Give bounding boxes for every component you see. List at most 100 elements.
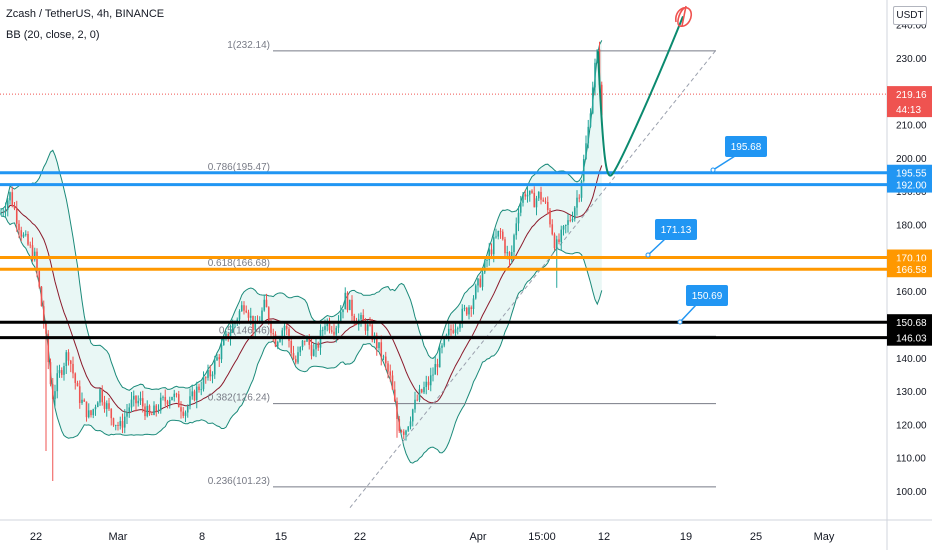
candle-body xyxy=(450,328,452,331)
level-tag-166.58: 166.58 xyxy=(887,261,932,278)
candle-body xyxy=(22,234,25,237)
candle-body xyxy=(499,230,502,232)
candle-body xyxy=(461,308,464,324)
candle xyxy=(74,372,77,390)
candle-body xyxy=(546,202,549,211)
candle xyxy=(11,186,14,208)
hand-drawn-mark xyxy=(675,5,693,27)
currency-button[interactable]: USDT xyxy=(893,6,927,25)
candle-body xyxy=(229,332,232,339)
candle xyxy=(76,380,79,387)
candle-body xyxy=(168,400,171,405)
candle-body xyxy=(528,190,531,195)
candle-body xyxy=(207,369,209,378)
candle-body xyxy=(78,386,81,403)
candle-body xyxy=(42,306,45,324)
candle xyxy=(168,396,171,409)
candle xyxy=(139,391,142,406)
candle-body xyxy=(186,406,189,413)
candle-body xyxy=(276,341,279,347)
candle-body xyxy=(339,312,342,322)
time-tick: 25 xyxy=(750,531,762,543)
level-tag-bg xyxy=(887,314,932,331)
candle-body xyxy=(515,223,518,236)
candle-body xyxy=(398,419,401,431)
callout-pointer xyxy=(712,155,736,171)
candle xyxy=(558,233,560,245)
candle xyxy=(216,354,218,361)
horizontal-levels[interactable] xyxy=(0,93,887,340)
candle xyxy=(119,416,122,430)
candle-body xyxy=(290,340,293,354)
candle-body xyxy=(382,356,385,358)
candle xyxy=(135,395,137,412)
candle-body xyxy=(153,405,155,415)
candle xyxy=(9,191,11,205)
candle-body xyxy=(191,391,194,397)
candle xyxy=(108,397,110,412)
candle-body xyxy=(468,307,470,315)
candle xyxy=(405,429,407,441)
callout-171.13[interactable]: 171.13 xyxy=(645,219,697,258)
candle xyxy=(128,403,131,418)
candle-body xyxy=(459,323,461,329)
candle-body xyxy=(362,315,365,321)
candle-body xyxy=(58,370,61,374)
price-callouts[interactable]: 195.68 171.13 150.69 xyxy=(645,136,767,325)
candle-body xyxy=(585,143,587,160)
candle xyxy=(92,408,95,419)
candle xyxy=(515,217,518,240)
candle-body xyxy=(571,218,574,221)
candle xyxy=(159,392,162,414)
price-axis[interactable]: 100.00110.00120.00130.00140.00150.00160.… xyxy=(887,21,932,498)
candle-body xyxy=(299,347,302,353)
candle xyxy=(384,351,387,371)
candle-body xyxy=(261,310,263,322)
price-tick: 200.00 xyxy=(896,154,927,165)
candle-body xyxy=(2,211,5,213)
candle-body xyxy=(83,399,86,402)
candle xyxy=(513,233,515,260)
candle-body xyxy=(6,200,9,210)
time-tick: 22 xyxy=(30,531,42,543)
candle-body xyxy=(247,312,250,318)
candle-body xyxy=(330,330,333,332)
candle xyxy=(400,429,403,433)
candle xyxy=(209,365,212,382)
callout-150.69[interactable]: 150.69 xyxy=(677,285,728,325)
candle-body xyxy=(560,229,563,242)
candle-body xyxy=(200,389,203,391)
candle xyxy=(38,269,41,289)
level-tag-bg xyxy=(887,261,932,278)
candle-body xyxy=(101,389,104,403)
level-tag-text: 170.10 xyxy=(896,254,927,265)
time-axis[interactable]: 22 Mar 8 15 22 Apr 15:00 12 19 25 May xyxy=(30,531,835,543)
candle-body xyxy=(267,307,270,323)
callout-pointer xyxy=(647,238,666,256)
candle xyxy=(317,341,320,351)
candle xyxy=(90,409,92,418)
candle-body xyxy=(67,352,70,361)
candle xyxy=(173,389,176,402)
candle xyxy=(290,335,293,357)
candle-body xyxy=(555,239,558,249)
candle-body xyxy=(423,387,425,393)
candle-body xyxy=(600,84,603,116)
candle xyxy=(117,421,119,431)
candle xyxy=(594,58,596,96)
level-tag-bg xyxy=(887,176,932,193)
candle xyxy=(211,371,214,384)
candle xyxy=(245,305,248,314)
candle-body xyxy=(402,431,405,435)
candle-body xyxy=(504,239,506,254)
candle-body xyxy=(569,220,572,221)
candle xyxy=(20,226,23,242)
candle xyxy=(474,283,477,300)
candle xyxy=(387,360,389,379)
candle xyxy=(177,390,180,408)
candle-body xyxy=(324,326,326,330)
candle-body xyxy=(517,212,520,224)
candle xyxy=(96,401,99,408)
callout-195.68[interactable]: 195.68 xyxy=(710,136,767,173)
